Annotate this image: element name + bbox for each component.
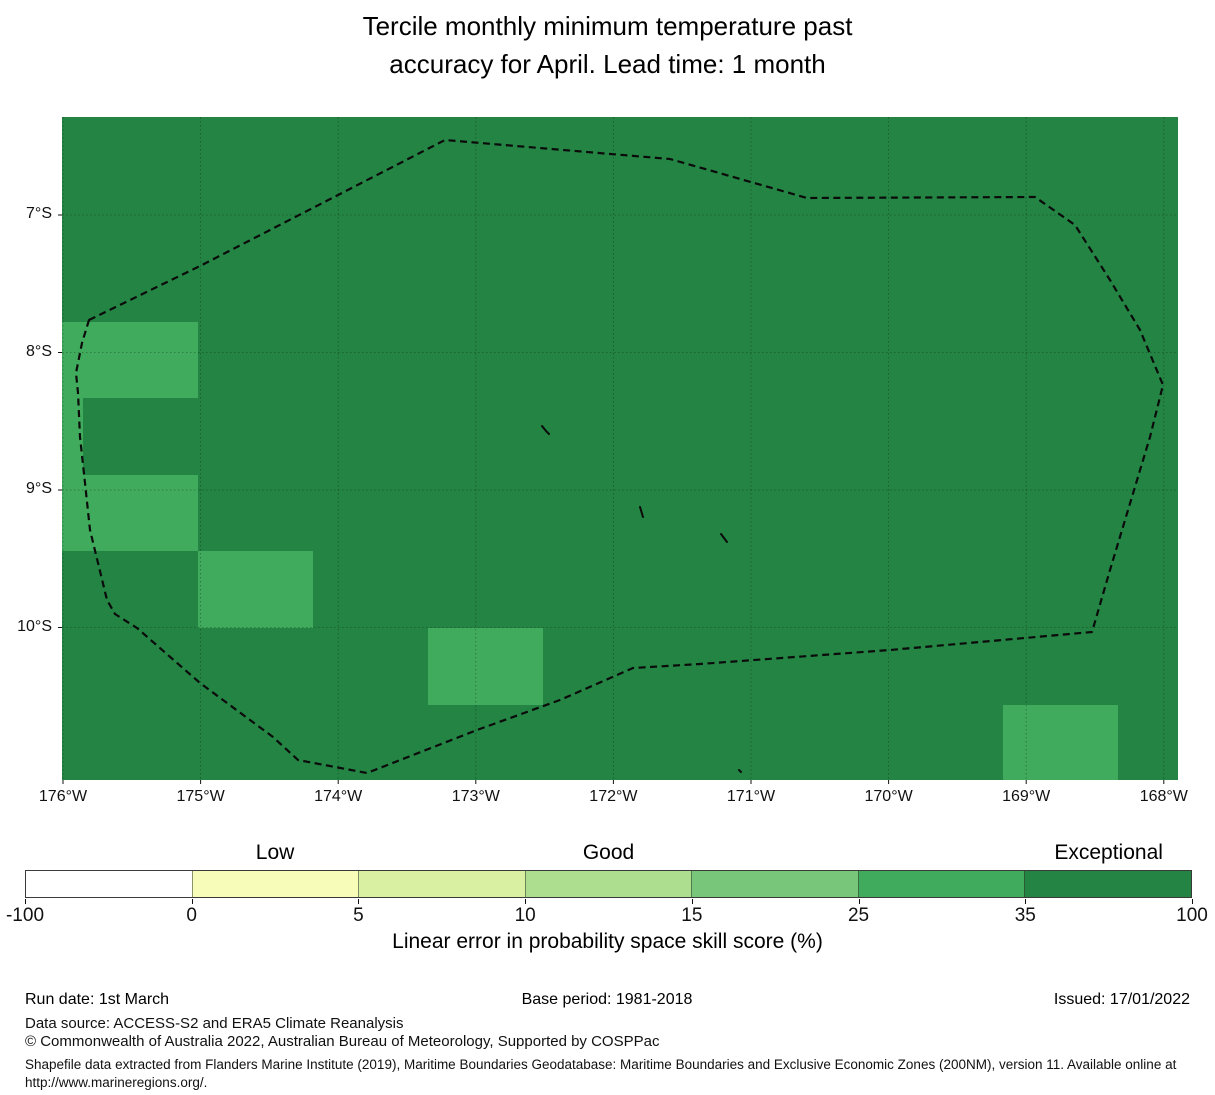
- colorbar-caption: Linear error in probability space skill …: [392, 930, 823, 953]
- figure-title-line1: Tercile monthly minimum temperature past: [362, 11, 853, 41]
- island-mark: [738, 769, 742, 773]
- eez-boundary: [74, 138, 1165, 775]
- colorbar-segment: [358, 871, 525, 897]
- colorbar-segment: [26, 871, 192, 897]
- colorbar-tick-label: 5: [353, 905, 364, 926]
- run-date-text: Run date: 1st March: [25, 991, 170, 1008]
- map-cell: [62, 398, 83, 475]
- island-mark: [639, 506, 644, 518]
- colorbar-tick-label: 100: [1176, 905, 1208, 926]
- y-tick-label: 9°S: [26, 480, 52, 498]
- x-tick-label: 173°W: [451, 788, 500, 805]
- colorbar-category-label: Low: [255, 841, 295, 864]
- shapefile-note-line2: http://www.marineregions.org/.: [25, 1075, 208, 1090]
- island-mark: [541, 425, 550, 435]
- colorbar-segment: [524, 871, 692, 897]
- x-tick-label: 171°W: [726, 788, 776, 805]
- colorbar-segment: [191, 871, 359, 897]
- y-tick-label: 7°S: [26, 205, 52, 223]
- map-cell: [1003, 705, 1118, 780]
- colorbar-segment: [1024, 871, 1192, 897]
- x-tick-label: 168°W: [1139, 788, 1188, 805]
- figure-title: Tercile monthly minimum temperature past…: [0, 8, 1215, 83]
- map-cell: [62, 475, 198, 551]
- map-svg: [58, 117, 1178, 784]
- colorbar-segment: [691, 871, 858, 897]
- colorbar-tick-mark: [191, 899, 193, 904]
- colorbar-tick-mark: [691, 899, 693, 904]
- colorbar-category-label: Good: [582, 841, 635, 864]
- colorbar-category-label: Exceptional: [1054, 841, 1163, 864]
- colorbar-tick-label: 10: [514, 905, 536, 926]
- map-cell: [428, 628, 543, 705]
- colorbar-tick-mark: [1025, 899, 1027, 904]
- colorbar-tick-mark: [25, 899, 26, 904]
- x-tick-label: 169°W: [1002, 788, 1051, 805]
- y-tick-label: 8°S: [26, 342, 52, 360]
- map-plot: [58, 117, 1178, 784]
- copyright-text: © Commonwealth of Australia 2022, Austra…: [25, 1033, 660, 1050]
- colorbar-tick-mark: [1192, 899, 1193, 904]
- island-mark: [720, 533, 728, 543]
- shapefile-note-line1: Shapefile data extracted from Flanders M…: [25, 1057, 1177, 1072]
- colorbar-tick-label: 0: [186, 905, 197, 926]
- base-period-text: Base period: 1981-2018: [521, 991, 693, 1008]
- x-tick-label: 175°W: [176, 788, 225, 805]
- map-background: [62, 117, 1178, 780]
- colorbar-tick-label: 15: [681, 905, 703, 926]
- data-source-text: Data source: ACCESS-S2 and ERA5 Climate …: [25, 1015, 404, 1032]
- map-cell: [62, 322, 198, 398]
- x-tick-label: 174°W: [314, 788, 363, 805]
- colorbar-tick-mark: [858, 899, 860, 904]
- colorbar: [25, 870, 1192, 898]
- colorbar-segment: [857, 871, 1025, 897]
- colorbar-tick-mark: [358, 899, 360, 904]
- x-tick-label: 170°W: [864, 788, 913, 805]
- colorbar-tick-label: -100: [5, 905, 45, 926]
- colorbar-tick-label: 25: [847, 905, 870, 926]
- y-tick-label: 10°S: [17, 617, 52, 635]
- colorbar-tick-mark: [525, 899, 527, 904]
- map-cell: [198, 551, 313, 628]
- colorbar-tick-label: 35: [1014, 905, 1036, 926]
- issued-text: Issued: 17/01/2022: [1053, 991, 1190, 1008]
- x-tick-label: 172°W: [589, 788, 638, 805]
- x-tick-label: 176°W: [38, 788, 88, 805]
- figure-title-line2: accuracy for April. Lead time: 1 month: [389, 48, 826, 79]
